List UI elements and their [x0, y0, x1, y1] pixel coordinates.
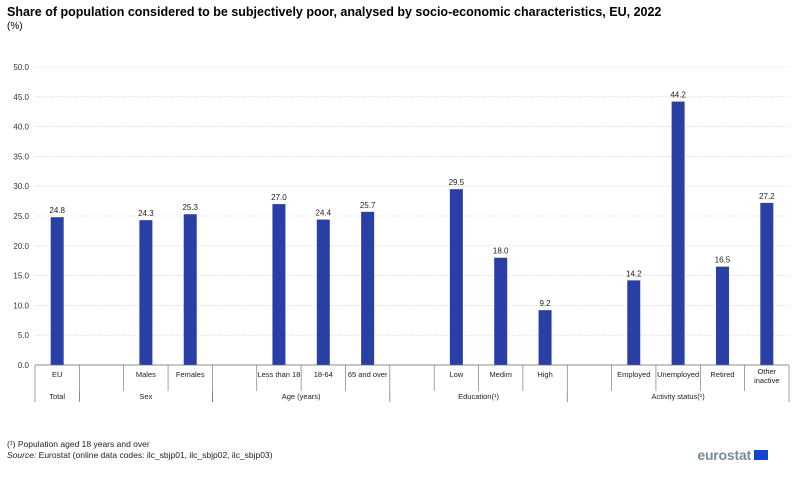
x-axis: Total Sex Age (years) Education(¹) Activity … — [34, 364, 790, 402]
bar — [494, 257, 508, 365]
y-axis-ticks: 0.0 5.0 10.0 15.0 20.0 25.0 30.0 35.0 40.0 45.0 50… — [13, 63, 29, 370]
bar — [272, 204, 286, 365]
footnote: (¹) Population aged 18 years and over — [7, 439, 150, 449]
bars — [50, 101, 774, 366]
group-label: Age (years) — [282, 392, 321, 401]
category-label: Males — [136, 370, 156, 379]
group-label: Education(¹) — [458, 392, 499, 401]
chart-unit: (%) — [7, 21, 23, 32]
value-label: 16.5 — [715, 256, 731, 265]
group-label: Total — [49, 392, 65, 401]
source-text: Eurostat (online data codes: ilc_sbjp01,… — [36, 450, 273, 460]
y-tick-label: 25.0 — [13, 212, 29, 221]
y-tick-label: 15.0 — [13, 272, 29, 281]
category-label: 65 and over — [348, 370, 388, 379]
bar — [671, 101, 685, 366]
gridlines — [35, 66, 789, 336]
y-tick-label: 40.0 — [13, 123, 29, 132]
category-label: Other — [757, 367, 776, 376]
value-label: 24.8 — [49, 206, 65, 215]
category-label: High — [537, 370, 552, 379]
value-label: 24.4 — [316, 209, 332, 218]
y-tick-label: 35.0 — [13, 152, 29, 161]
value-label: 18.0 — [493, 247, 509, 256]
value-labels: 24.8 24.3 25.3 27.0 24.4 25.7 29.5 18.0 9.2 14.2 4… — [49, 91, 775, 309]
bar — [715, 266, 729, 365]
bar — [538, 310, 552, 365]
y-tick-label: 0.0 — [18, 361, 30, 370]
bar — [139, 220, 153, 365]
y-tick-label: 5.0 — [18, 331, 30, 340]
value-label: 29.5 — [449, 178, 465, 187]
y-tick-label: 10.0 — [13, 301, 29, 310]
category-label: 18-64 — [314, 370, 333, 379]
category-label: Retired — [710, 370, 734, 379]
category-label: Females — [176, 370, 205, 379]
category-label: Low — [449, 370, 463, 379]
value-label: 27.0 — [271, 193, 287, 202]
value-label: 44.2 — [670, 91, 686, 100]
category-label: Unemployed — [657, 370, 699, 379]
bar — [50, 217, 64, 365]
value-label: 25.3 — [182, 203, 198, 212]
bar — [760, 202, 774, 365]
bar — [316, 219, 330, 365]
logo-text: eurostat — [697, 447, 751, 463]
value-label: 24.3 — [138, 209, 154, 218]
y-tick-label: 30.0 — [13, 182, 29, 191]
category-label: EU — [52, 370, 62, 379]
eurostat-logo: eurostat — [697, 447, 768, 463]
group-label: Activity status(¹) — [651, 392, 705, 401]
category-label: Less than 18 — [257, 370, 300, 379]
category-label: inactive — [754, 376, 779, 385]
chart-title: Share of population considered to be sub… — [7, 5, 662, 19]
category-label: Employed — [617, 370, 650, 379]
bar — [361, 211, 375, 365]
bar — [183, 214, 197, 365]
group-label: Sex — [139, 392, 152, 401]
y-tick-label: 45.0 — [13, 93, 29, 102]
bar — [627, 280, 641, 365]
value-label: 25.7 — [360, 201, 376, 210]
value-label: 9.2 — [539, 299, 551, 308]
eu-flag-icon — [754, 450, 768, 460]
value-label: 14.2 — [626, 269, 642, 278]
y-tick-label: 50.0 — [13, 63, 29, 72]
source-note: Source: Eurostat (online data codes: ilc… — [7, 450, 273, 460]
value-label: 27.2 — [759, 192, 775, 201]
category-label: Medim — [489, 370, 512, 379]
source-label: Source: — [7, 450, 37, 460]
bar — [449, 189, 463, 365]
y-tick-label: 20.0 — [13, 242, 29, 251]
